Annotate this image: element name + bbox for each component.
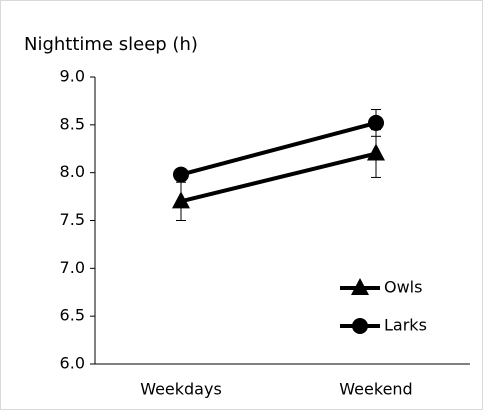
legend-label: Owls — [384, 278, 422, 297]
y-tick-label: 6.5 — [60, 306, 85, 325]
data-point — [173, 166, 189, 183]
series-line — [180, 151, 377, 204]
y-axis-label: Nighttime sleep (h) — [24, 34, 198, 55]
legend-marker — [351, 278, 369, 295]
data-point — [368, 114, 384, 131]
x-tick-label: Weekdays — [140, 380, 222, 399]
y-tick-label: 8.0 — [60, 162, 85, 181]
data-point — [172, 191, 190, 209]
series-line — [180, 120, 377, 177]
data-point — [367, 143, 385, 161]
x-tick-label: Weekend — [339, 380, 412, 399]
y-tick-label: 8.5 — [60, 114, 85, 133]
y-tick-label: 6.0 — [60, 354, 85, 373]
y-tick-label: 9.0 — [60, 67, 85, 86]
y-tick-label: 7.0 — [60, 258, 85, 277]
y-tick-label: 7.5 — [60, 210, 85, 229]
legend-marker — [352, 318, 368, 334]
legend-label: Larks — [384, 316, 427, 335]
